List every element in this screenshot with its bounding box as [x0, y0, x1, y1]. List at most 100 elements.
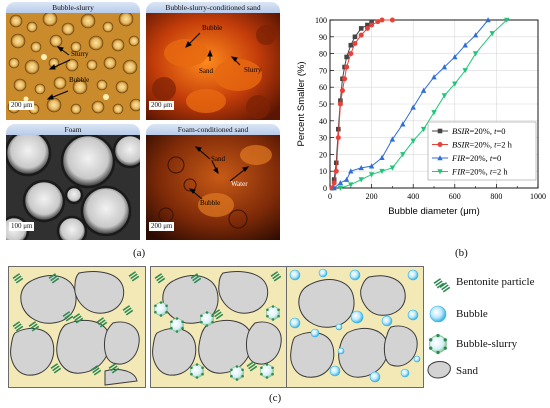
foam-sand-arrows [188, 146, 250, 200]
data-point-2 [472, 32, 479, 38]
legend-label-part: =2 h [496, 140, 512, 150]
y-tick-label: 20 [319, 150, 327, 159]
tab-bubble-slurry: Bubble-slurry [6, 2, 140, 13]
data-point-1 [379, 17, 385, 23]
legend-bentonite-particle: Bentonite particle [456, 276, 535, 288]
legend-label-part: =20%, [465, 153, 490, 163]
x-tick-label: 1000 [530, 192, 546, 201]
label-bubble: Bubble [69, 76, 90, 84]
data-point-1 [337, 101, 343, 107]
x-tick-label: 400 [407, 192, 419, 201]
data-point-1 [333, 168, 339, 174]
data-point-1 [331, 180, 337, 186]
data-point-2 [379, 154, 385, 161]
data-point-2 [462, 42, 468, 48]
data-point-2 [348, 168, 354, 174]
tab-foam-conditioned-sand: Foam-conditioned sand [146, 124, 280, 135]
data-point-3 [368, 172, 375, 178]
y-tick-label: 50 [319, 100, 327, 109]
schematic-foam-sand [286, 266, 424, 388]
legend-label-part: t [494, 140, 497, 150]
data-point-0 [365, 22, 370, 28]
data-point-0 [358, 26, 364, 31]
label-sand: Sand [199, 67, 213, 75]
data-point-0 [369, 19, 374, 24]
schematic-bubble-slurry-sand [150, 266, 288, 388]
data-point-2 [410, 104, 416, 110]
scale-bar-foam-sand: 200 μm [149, 222, 175, 231]
data-point-0 [352, 34, 358, 40]
data-point-3 [389, 165, 396, 171]
legend-marker-0 [437, 128, 443, 134]
legend-label-2: FIR=20%, t=0 [451, 153, 501, 163]
y-tick-label: 0 [323, 184, 327, 193]
data-point-1 [358, 32, 364, 38]
y-tick-label: 30 [319, 134, 327, 143]
label-slurry: Slurry [71, 50, 89, 58]
data-point-3 [489, 31, 495, 37]
data-point-3 [420, 126, 427, 133]
data-point-1 [375, 19, 381, 25]
data-point-1 [342, 76, 348, 82]
legend-label-part: =20%, [469, 126, 494, 136]
data-point-3 [379, 168, 385, 175]
caption-a: (a) [133, 247, 146, 259]
data-point-1 [344, 64, 350, 70]
data-point-3 [348, 182, 354, 188]
scale-bar-bubble-slurry-sand: 200 μm [149, 101, 175, 110]
data-point-2 [368, 163, 375, 169]
data-point-2 [441, 64, 448, 70]
legend-label-part: t [494, 126, 497, 136]
label-slurry-2: Slurry [244, 66, 262, 74]
legend-marker-3 [437, 169, 443, 175]
y-tick-label: 40 [319, 117, 327, 126]
conditioned-sand-arrows [185, 32, 241, 66]
legend-label-part: =20%, [465, 167, 490, 177]
x-axis-label: Bubble diameter (μm) [388, 206, 480, 217]
legend-label-part: t [490, 167, 493, 177]
x-tick-label: 800 [490, 192, 502, 201]
y-tick-label: 60 [319, 83, 327, 92]
data-point-1 [369, 22, 375, 28]
data-point-2 [358, 164, 364, 171]
cumulative-distribution-chart: 0 200 400 600 800 1000 0 10 20 30 40 50 60 70 80 90 100 B… [296, 16, 546, 217]
data-point-3 [452, 81, 458, 87]
data-point-3 [504, 17, 510, 23]
legend-label-part: BSIR [452, 140, 470, 150]
legend-bubble-slurry: Bubble-slurry [456, 338, 518, 350]
series-line-3 [340, 19, 508, 189]
data-point-3 [431, 110, 437, 116]
data-point-0 [333, 160, 339, 166]
data-point-0 [338, 98, 343, 103]
data-point-2 [420, 87, 427, 93]
legend-label-part: =0 [496, 126, 505, 136]
scale-bar-foam: 100 μm [9, 222, 35, 231]
legend-label-part: BSIR [452, 126, 470, 136]
data-point-2 [343, 176, 350, 182]
legend-label-part: t [490, 153, 493, 163]
tab-foam: Foam [6, 124, 140, 135]
schematic-legend: Bentonite particle Bubble Bubble-slurry … [424, 266, 550, 386]
data-point-3 [441, 93, 448, 99]
data-point-3 [337, 185, 344, 191]
data-point-2 [331, 185, 337, 191]
data-point-1 [352, 41, 358, 47]
label-bubble-2: Bubble [202, 24, 223, 32]
legend-bubble: Bubble [456, 308, 488, 320]
legend-sand: Sand [456, 365, 478, 377]
data-point-1 [348, 51, 354, 57]
data-point-0 [331, 177, 337, 182]
data-point-3 [462, 68, 468, 74]
data-point-2 [337, 180, 344, 186]
legend-label-0: BSIR=20%, t=0 [452, 126, 506, 136]
micrograph-panel: Bubble-slurry Slurry Bubble [0, 0, 290, 259]
legend-label-part: FIR [451, 167, 466, 177]
legend-label-3: FIR=20%, t=2 h [451, 167, 508, 177]
legend-label-1: BSIR=20%, t=2 h [452, 140, 513, 150]
series-line-1 [331, 19, 393, 189]
data-point-3 [472, 51, 479, 57]
y-tick-label: 70 [319, 66, 327, 75]
data-point-2 [431, 74, 437, 80]
tab-bubble-slurry-conditioned-sand: Bubble-slurry-conditioned sand [146, 2, 280, 13]
y-tick-label: 90 [319, 33, 327, 42]
